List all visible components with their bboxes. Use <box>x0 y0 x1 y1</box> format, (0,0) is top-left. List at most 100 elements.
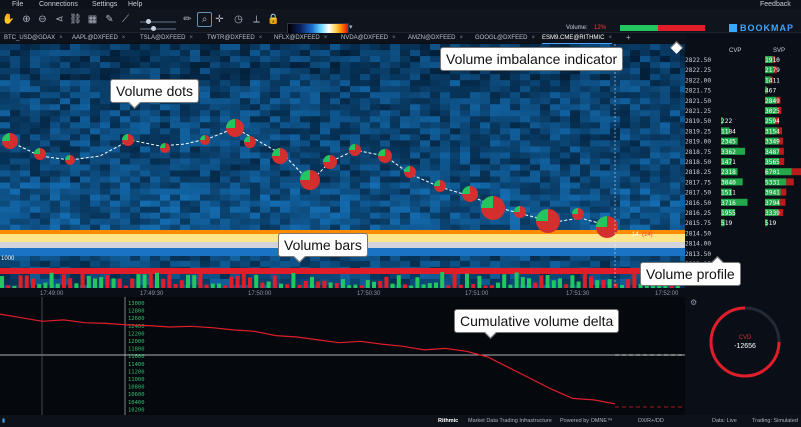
cvd-axis-label: 11200 <box>128 369 145 375</box>
eyedropper-icon[interactable]: ✎ <box>105 14 114 25</box>
status-tagline: Market Data Trading Infrastructure <box>468 418 552 424</box>
ladder-svp: 467 <box>765 88 776 95</box>
ladder-price: 2821.50 <box>685 98 711 105</box>
ladder-cvp: 1184 <box>721 128 736 135</box>
tab-tsla-dxfeed[interactable]: TSLA@DXFEED × <box>140 33 193 43</box>
zoom-in-icon[interactable]: ⊕ <box>22 14 31 25</box>
ladder-row: 2821.50 2849 <box>685 96 781 105</box>
ladder-svp: 3025 <box>765 108 780 115</box>
heatmap-contrast-slider[interactable] <box>140 19 176 24</box>
status-dxfeed: DX/R+/DD <box>638 418 664 424</box>
ladder-svp: 1910 <box>765 57 780 64</box>
link-icon[interactable]: ⛓ <box>69 14 82 25</box>
menu-settings[interactable]: Settings <box>92 1 118 8</box>
ladder-row: 2813.50 <box>685 251 711 258</box>
heatmap-chart[interactable]: 14 (14) 1000 17:49:00 17:49:30 17:50:00 17:50:… <box>0 44 685 297</box>
heatmap-range-slider[interactable] <box>140 26 176 31</box>
ladder-svp: 3339 <box>765 210 780 217</box>
menu-file[interactable]: File <box>12 1 24 8</box>
chevron-down-icon[interactable]: ▾ <box>349 24 353 31</box>
tab-nvda-dxfeed[interactable]: NVDA@DXFEED × <box>341 33 396 43</box>
zoom-out-icon[interactable]: ⊖ <box>38 14 47 25</box>
menu-help[interactable]: Help <box>128 1 143 8</box>
cvd-axis-label: 12200 <box>128 331 145 337</box>
cvd-axis-label: 11400 <box>128 362 145 368</box>
status-provider: Rithmic <box>438 418 459 424</box>
tab-close-icon[interactable]: × <box>258 35 263 41</box>
cvd-axis-label: 10800 <box>128 385 145 391</box>
menu-feedback[interactable]: Feedback <box>760 1 791 8</box>
lock-icon[interactable]: 🔒 <box>267 14 280 25</box>
tab-label: GOOGL@DXFEED <box>475 35 528 41</box>
add-tab-button[interactable]: + <box>626 33 631 42</box>
pencil-draw-icon[interactable]: ✏ <box>183 14 192 25</box>
tab-close-icon[interactable]: × <box>323 35 328 41</box>
tab-close-icon[interactable]: × <box>121 35 126 41</box>
tab-btc-usd-gdax[interactable]: BTC_USD@GDAX × <box>4 33 63 43</box>
time-label: 17:51:30 <box>566 291 590 297</box>
ladder-price: 2814.50 <box>685 230 711 237</box>
cvd-axis-label: 12800 <box>128 309 145 315</box>
tab-label: TWTR@DXFEED <box>207 35 255 41</box>
tab-amzn-dxfeed[interactable]: AMZN@DXFEED × <box>408 33 463 43</box>
tab-googl-dxfeed[interactable]: GOOGL@DXFEED × <box>475 33 535 43</box>
ruler-icon[interactable]: ⟂ <box>253 14 260 25</box>
level-marker-label: 1000 <box>1 256 15 262</box>
ladder-price: 2819.50 <box>685 118 711 125</box>
ladder-price: 2822.50 <box>685 57 711 64</box>
ladder-svp: 3349 <box>765 139 780 146</box>
tab-close-icon[interactable]: × <box>459 35 463 41</box>
volume-dot <box>300 170 320 190</box>
tab-nflx-dxfeed[interactable]: NFLX@DXFEED × <box>274 33 327 43</box>
tab-twtr-dxfeed[interactable]: TWTR@DXFEED × <box>207 33 262 43</box>
status-trading: Trading: Simulated <box>752 418 798 424</box>
ladder-price: 2815.75 <box>685 220 711 227</box>
cvd-axis-label: 11600 <box>128 354 145 360</box>
volume-dot <box>200 135 210 145</box>
ladder-row: 2819.25 1184 3154 <box>685 127 783 135</box>
ladder-cvp: 2345 <box>721 139 736 146</box>
grid-icon[interactable]: ▦ <box>87 14 98 25</box>
ladder-row: 2818.25 2318 6701 <box>685 168 801 176</box>
pencil-icon[interactable]: ⟋ <box>122 14 129 25</box>
tab-close-icon[interactable]: × <box>392 35 396 41</box>
gear-icon[interactable]: ⚙ <box>690 298 697 307</box>
tab-esm9-cme-rithmic[interactable]: ESM9.CME@RITHMIC × <box>542 33 612 44</box>
ladder-row: 2819.50 222 2594 <box>685 117 780 125</box>
share-icon[interactable]: ⋖ <box>55 14 64 25</box>
ladder-price: 2819.25 <box>685 128 711 135</box>
tab-label: TSLA@DXFEED <box>140 35 186 41</box>
cvd-series-line <box>0 313 616 405</box>
status-bar: ▮ Rithmic Market Data Trading Infrastruc… <box>0 415 801 427</box>
timer-icon[interactable]: ◷ <box>234 14 243 25</box>
tab-aapl-dxfeed[interactable]: AAPL@DXFEED × <box>72 33 125 43</box>
ladder-cvp: 222 <box>721 118 732 125</box>
sell-band <box>0 268 685 274</box>
ladder-svp: 2849 <box>765 98 780 105</box>
tab-close-icon[interactable]: × <box>189 35 193 41</box>
volume-dot <box>596 216 618 238</box>
crosshair-icon[interactable]: ✛ <box>215 14 224 25</box>
volume-dot <box>434 180 446 192</box>
hand-icon[interactable]: ✋ <box>2 14 15 25</box>
liquidity-band <box>0 230 685 234</box>
ladder-row: 2817.75 3040 5331 <box>685 178 794 186</box>
heatmap-cells <box>0 44 685 297</box>
ladder-svp: 3565 <box>765 159 780 166</box>
tab-close-icon[interactable]: × <box>608 35 612 41</box>
cvd-axis-label: 12000 <box>128 339 145 345</box>
callout-volume-bars: Volume bars <box>278 233 368 257</box>
search-icon[interactable]: ⌕ <box>197 12 212 27</box>
tab-close-icon[interactable]: × <box>59 35 63 41</box>
ladder-svp: 519 <box>765 220 776 227</box>
ladder-price: 2813.50 <box>685 251 711 258</box>
ladder-row: 2822.50 1910 <box>685 56 780 64</box>
menu-connections[interactable]: Connections <box>39 1 78 8</box>
tab-close-icon[interactable]: × <box>531 35 535 41</box>
ladder-price: 2818.50 <box>685 159 711 166</box>
imbalance-sell-bar <box>658 25 705 31</box>
instrument-tabs: + BTC_USD@GDAX × AAPL@DXFEED × TSLA@DXFEED × T… <box>0 33 685 44</box>
ladder-price: 2821.75 <box>685 88 711 95</box>
